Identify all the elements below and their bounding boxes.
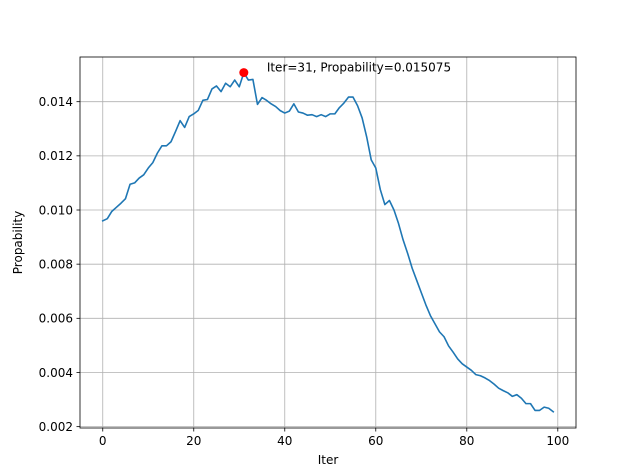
axes-frame xyxy=(79,56,577,429)
series-line xyxy=(101,71,555,413)
y-tick-label: 0.006 xyxy=(39,312,73,326)
x-tick-label: 0 xyxy=(99,434,107,448)
y-tick-label: 0.002 xyxy=(39,420,73,434)
x-tick-label: 20 xyxy=(186,434,201,448)
y-axis-label: Propability xyxy=(11,211,25,274)
series-layer xyxy=(101,68,555,413)
y-tick-label: 0.004 xyxy=(39,366,73,380)
x-tick-label: 80 xyxy=(459,434,474,448)
x-tick-label: 100 xyxy=(546,434,569,448)
y-tick-label: 0.008 xyxy=(39,257,73,271)
y-tick-label: 0.014 xyxy=(39,95,73,109)
axis-ticks: 0 20 40 60 80 100 0.002 0.004 0.006 0.008 0.010 0.0… xyxy=(39,95,570,448)
y-tick-label: 0.012 xyxy=(39,149,73,163)
y-tick-label: 0.010 xyxy=(39,203,73,217)
x-axis-label: Iter xyxy=(318,453,339,467)
x-tick-label: 40 xyxy=(277,434,292,448)
max-point-annotation: Iter=31, Propability=0.015075 xyxy=(267,61,451,75)
x-tick-label: 60 xyxy=(368,434,383,448)
max-point-marker xyxy=(239,68,249,78)
grid-lines xyxy=(80,57,576,428)
